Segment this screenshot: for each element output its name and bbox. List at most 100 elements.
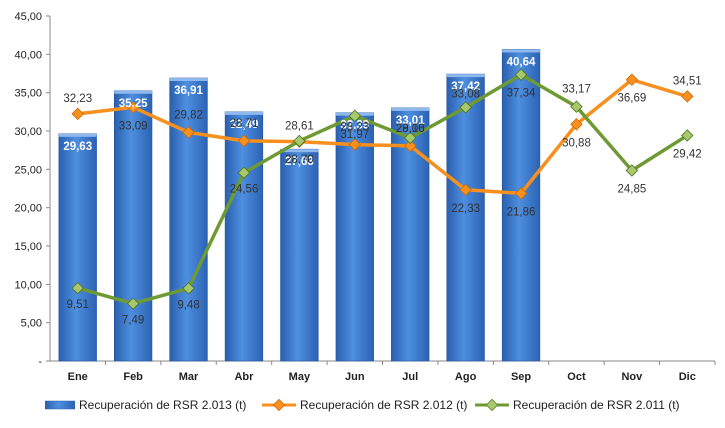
data-label-bar: 35,25 [119,98,148,110]
data-point [625,164,639,177]
data-label-line: 30,88 [562,137,591,149]
data-label-bar: 33,01 [396,115,425,127]
bar [335,112,374,362]
x-tick-label: Oct [567,371,586,383]
y-tick-label: 40,00 [14,49,42,61]
data-label-line: 28,70 [285,154,314,166]
data-label-bar: 37,42 [451,81,480,93]
x-tick-label: Sep [511,371,531,383]
data-point [459,183,472,197]
x-tick-label: Ago [455,371,477,383]
data-label-line: 28,06 [396,123,425,135]
series-line-2012 [77,77,688,196]
bar-top-highlight [114,90,152,94]
x-tick-label: Feb [123,371,143,383]
legend-item-2011: Recuperación de RSR 2.011 (t) [475,398,680,412]
data-point [293,134,306,148]
bar-top-highlight [391,107,430,111]
data-label-line: 24,56 [230,184,259,196]
data-point [403,131,417,145]
x-tick-label: Mar [179,371,199,383]
bar-top-highlight [502,49,540,53]
data-label-bar: 32,49 [230,119,259,131]
data-label-line: 28,71 [230,118,259,130]
data-point [403,139,417,153]
series-line-2011 [77,72,689,306]
legend-item-2013: Recuperación de RSR 2.013 (t) [45,398,246,412]
legend-label-2012: Recuperación de RSR 2.012 (t) [300,398,468,412]
x-tick-label: Ene [68,371,88,383]
legend-item-2012: Recuperación de RSR 2.012 (t) [262,398,467,412]
data-label-bar: 40,64 [507,56,536,68]
data-point [182,282,195,295]
data-label-line: 29,82 [174,109,203,121]
legend: Recuperación de RSR 2.013 (t) Recuperaci… [0,398,725,418]
y-tick-label: 15,00 [14,241,42,253]
data-point [237,166,251,179]
y-tick-label: 5,00 [21,318,42,330]
data-label-bar: 27,63 [285,156,314,168]
data-point [625,73,639,86]
bar [501,49,541,362]
y-tick-label: 45,00 [14,11,42,23]
data-label-line: 33,17 [562,84,591,96]
data-label-line: 21,86 [507,206,536,218]
data-point [126,297,140,310]
data-point [459,101,472,114]
legend-swatch-line-2011 [475,399,509,411]
data-label-line: 37,34 [507,88,536,100]
legend-swatch-bar [45,400,75,410]
legend-label-2011: Recuperación de RSR 2.011 (t) [513,398,680,412]
legend-label-2013: Recuperación de RSR 2.013 (t) [79,398,247,412]
data-point [126,101,140,114]
data-label-line: 31,97 [340,129,369,141]
data-point [71,281,84,295]
data-point [514,187,528,200]
data-label-line: 33,09 [119,120,148,132]
bar-top-highlight [58,133,97,137]
bar [280,148,319,362]
data-labels: 29,63 35,25 36,91 32,49 27,63 32,39 33,01 37,42… [63,56,701,326]
bar-top-highlight [280,149,319,153]
data-point [570,100,583,113]
x-tick-label: Abr [234,371,254,383]
x-tick-label: Nov [621,371,643,383]
data-point [237,134,251,148]
bar [113,90,153,362]
x-tick-label: Jun [345,371,365,383]
bar-top-highlight [446,74,485,78]
bar-top-highlight [225,111,263,115]
data-label-line: 7,49 [122,315,144,327]
data-point [681,90,694,103]
data-point [348,109,362,123]
x-tick-label: Jul [402,371,418,383]
data-label-line: 29,10 [396,123,425,135]
bar-top-highlight [169,78,208,82]
data-point [681,129,694,142]
y-tick-label: 25,00 [14,164,42,176]
y-tick-label: 35,00 [14,88,42,100]
data-label-bar: 36,91 [174,85,203,97]
data-label-line: 32,23 [63,93,92,105]
bar-series-2013 [58,49,541,362]
data-label-line: 28,23 [340,122,369,134]
data-label-line: 34,51 [673,75,702,87]
bar [224,111,264,362]
data-label-line: 36,69 [617,93,646,105]
data-label-line: 28,61 [285,121,314,133]
legend-swatch-line-2012 [262,399,296,411]
bar [58,133,97,362]
data-point [514,68,528,81]
data-label-line: 22,33 [451,203,480,215]
y-tick-label: - [38,356,42,368]
bar [446,73,485,362]
x-tick-label: May [289,371,311,383]
x-tick-label: Dic [679,371,696,383]
data-label-bar: 29,63 [63,141,92,153]
data-label-line: 9,51 [67,299,89,311]
data-label-line: 9,48 [177,299,199,311]
axes: - 5,00 10,00 15,00 20,00 25,00 30,00 35,00 40,00… [14,11,716,383]
y-tick-label: 20,00 [14,203,42,215]
data-point [348,138,362,151]
